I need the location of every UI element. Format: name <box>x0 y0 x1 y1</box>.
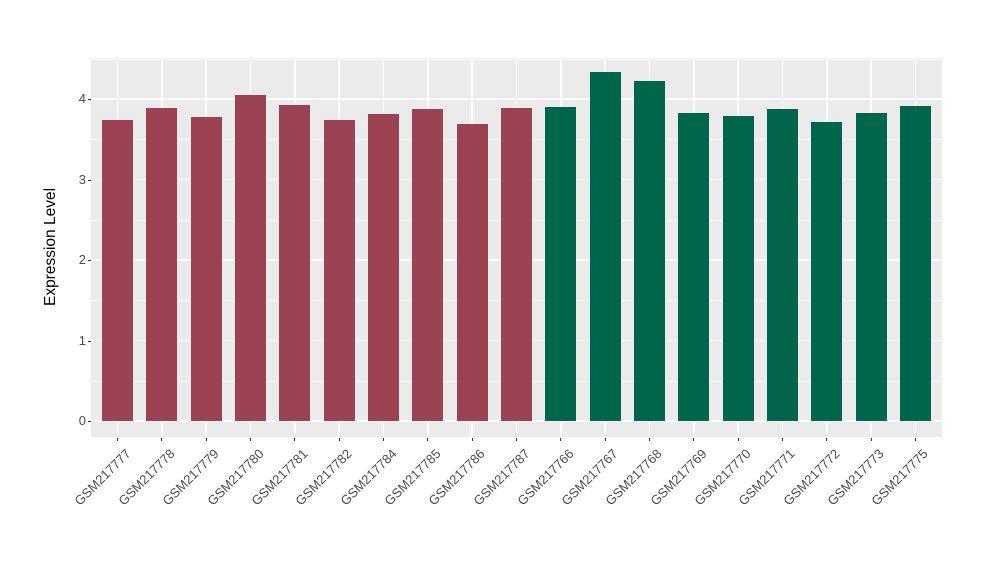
bar-GSM217784 <box>368 114 400 421</box>
y-tick-mark <box>88 260 91 261</box>
x-tick-mark <box>914 437 916 441</box>
x-tick-mark <box>648 437 650 441</box>
bar-GSM217766 <box>545 107 577 421</box>
x-tick-mark <box>826 437 828 441</box>
bar-GSM217777 <box>102 119 134 421</box>
x-tick-mark <box>161 437 163 441</box>
bar-GSM217775 <box>899 106 931 421</box>
x-tick-mark <box>294 437 296 441</box>
x-tick-mark <box>870 437 872 441</box>
y-tick-label-3: 3 <box>78 171 86 187</box>
plot-panel <box>91 58 942 437</box>
y-tick-label-2: 2 <box>78 252 86 267</box>
bar-GSM217785 <box>412 109 444 421</box>
bar-GSM217770 <box>722 115 754 421</box>
bar-GSM217767 <box>589 72 621 421</box>
bar-GSM217787 <box>500 107 532 421</box>
bar-GSM217786 <box>456 123 488 421</box>
bar-GSM217782 <box>323 119 355 421</box>
bar-GSM217778 <box>146 107 178 421</box>
x-tick-mark <box>117 437 119 441</box>
x-tick-mark <box>338 437 340 441</box>
x-tick-mark <box>604 437 606 441</box>
bar-GSM217781 <box>279 105 311 421</box>
x-tick-mark <box>516 437 517 441</box>
x-tick-mark <box>383 437 385 441</box>
y-tick-mark <box>88 179 91 181</box>
bar-GSM217772 <box>811 121 843 421</box>
y-axis-title: Expression Level <box>42 187 59 307</box>
bar-GSM217779 <box>190 116 222 421</box>
x-tick-mark <box>250 437 252 441</box>
y-tick-label-0: 0 <box>78 413 86 428</box>
y-tick-mark <box>88 340 91 342</box>
bar-GSM217773 <box>855 112 887 421</box>
bar-GSM217780 <box>235 94 267 421</box>
x-tick-mark <box>737 437 739 441</box>
bar-GSM217769 <box>678 113 710 421</box>
x-tick-mark <box>205 437 207 441</box>
bar-GSM217771 <box>766 108 798 421</box>
bar-GSM217768 <box>633 81 665 421</box>
x-tick-mark <box>693 437 695 441</box>
x-tick-mark <box>560 437 562 441</box>
y-tick-label-4: 4 <box>78 91 86 106</box>
y-tick-label-1: 1 <box>78 332 86 348</box>
x-tick-mark <box>781 437 783 441</box>
y-tick-mark <box>88 421 91 422</box>
x-tick-mark <box>471 437 473 441</box>
x-tick-mark <box>427 437 429 441</box>
y-tick-mark <box>88 99 91 100</box>
